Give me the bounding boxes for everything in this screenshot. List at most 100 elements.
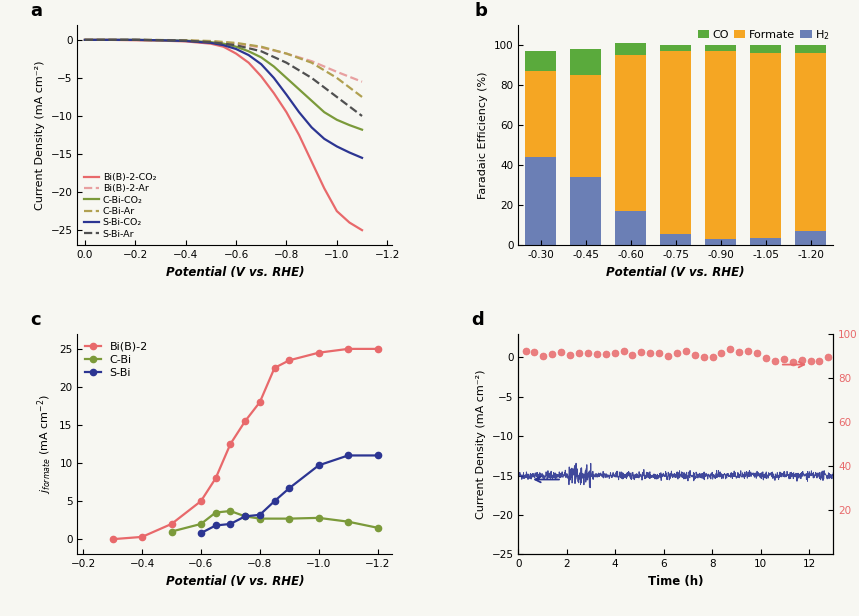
Legend: Bi(B)-2, C-Bi, S-Bi: Bi(B)-2, C-Bi, S-Bi xyxy=(82,339,150,380)
S-Bi xyxy=(225,521,235,528)
C-Bi-CO₂ xyxy=(218,40,228,47)
Bi(B)-2-CO₂ xyxy=(332,208,342,215)
Line: C-Bi: C-Bi xyxy=(168,508,381,535)
Y-axis label: Current Density (mA cm⁻²): Current Density (mA cm⁻²) xyxy=(35,60,45,210)
Line: C-Bi-CO₂: C-Bi-CO₂ xyxy=(85,40,362,130)
S-Bi-Ar xyxy=(256,47,266,55)
Bi(B)-2-CO₂ xyxy=(319,185,329,192)
Line: S-Bi-Ar: S-Bi-Ar xyxy=(85,40,362,116)
S-Bi-Ar xyxy=(205,38,216,46)
X-axis label: Potential (V vs. RHE): Potential (V vs. RHE) xyxy=(166,265,304,279)
Line: Bi(B)-2-CO₂: Bi(B)-2-CO₂ xyxy=(85,40,362,230)
Bi(B)-2-CO₂ xyxy=(243,59,253,67)
Bar xyxy=(705,45,736,51)
S-Bi-CO₂ xyxy=(281,91,291,99)
C-Bi xyxy=(167,528,177,535)
Bi(B)-2 xyxy=(314,349,324,357)
Bi(B)-2-Ar xyxy=(231,40,241,47)
C-Bi-CO₂ xyxy=(155,36,166,44)
C-Bi-CO₂ xyxy=(105,36,115,44)
Bar xyxy=(795,53,826,232)
Bi(B)-2 xyxy=(270,364,280,371)
S-Bi xyxy=(254,511,265,519)
C-Bi-CO₂ xyxy=(332,116,342,123)
Bi(B)-2 xyxy=(167,521,177,528)
S-Bi-CO₂ xyxy=(80,36,90,44)
Bi(B)-2-Ar xyxy=(307,57,317,65)
Line: Bi(B)-2-Ar: Bi(B)-2-Ar xyxy=(85,40,362,82)
C-Bi xyxy=(225,508,235,515)
S-Bi xyxy=(210,522,221,529)
C-Bi xyxy=(284,515,295,522)
Bi(B)-2-Ar xyxy=(256,44,266,51)
Bi(B)-2-Ar xyxy=(281,50,291,57)
Bi(B)-2-Ar xyxy=(105,36,115,44)
C-Bi-CO₂ xyxy=(130,36,140,44)
Bar xyxy=(751,238,781,245)
Legend: Bi(B)-2-CO₂, Bi(B)-2-Ar, C-Bi-CO₂, C-Bi-Ar, S-Bi-CO₂, S-Bi-Ar: Bi(B)-2-CO₂, Bi(B)-2-Ar, C-Bi-CO₂, C-Bi-… xyxy=(82,171,158,241)
Text: a: a xyxy=(30,2,42,20)
C-Bi xyxy=(210,509,221,516)
Bi(B)-2-CO₂ xyxy=(231,50,241,57)
Bi(B)-2-CO₂ xyxy=(105,36,115,44)
Bar xyxy=(526,157,556,245)
C-Bi xyxy=(254,515,265,522)
Bar xyxy=(705,240,736,245)
S-Bi xyxy=(314,461,324,469)
S-Bi-Ar xyxy=(130,36,140,44)
Bi(B)-2-Ar xyxy=(180,37,191,44)
S-Bi-CO₂ xyxy=(218,41,228,49)
S-Bi-CO₂ xyxy=(256,60,266,68)
C-Bi-Ar xyxy=(155,36,166,44)
Line: C-Bi-Ar: C-Bi-Ar xyxy=(85,40,362,97)
Bi(B)-2 xyxy=(373,345,383,352)
S-Bi-Ar xyxy=(332,93,342,100)
C-Bi-CO₂ xyxy=(205,38,216,46)
C-Bi-Ar xyxy=(180,36,191,44)
S-Bi xyxy=(196,529,206,537)
S-Bi xyxy=(343,452,353,459)
Bi(B)-2-CO₂ xyxy=(130,36,140,44)
Bar xyxy=(661,234,691,245)
C-Bi xyxy=(196,521,206,528)
Line: S-Bi: S-Bi xyxy=(198,452,381,536)
Bi(B)-2-CO₂ xyxy=(344,219,355,226)
C-Bi-CO₂ xyxy=(269,63,279,70)
Bi(B)-2-Ar xyxy=(80,36,90,44)
C-Bi xyxy=(343,518,353,525)
Bar xyxy=(570,49,601,75)
S-Bi xyxy=(373,452,383,459)
C-Bi xyxy=(373,524,383,532)
Bi(B)-2 xyxy=(225,440,235,448)
C-Bi-CO₂ xyxy=(319,108,329,116)
C-Bi-Ar xyxy=(80,36,90,44)
Line: S-Bi-CO₂: S-Bi-CO₂ xyxy=(85,40,362,158)
Bar xyxy=(570,177,601,245)
S-Bi-CO₂ xyxy=(269,74,279,81)
Bar xyxy=(526,51,556,71)
S-Bi-CO₂ xyxy=(231,46,241,53)
Bar xyxy=(661,45,691,51)
C-Bi-Ar xyxy=(356,93,367,100)
S-Bi-Ar xyxy=(231,41,241,49)
C-Bi-Ar xyxy=(281,50,291,57)
Bi(B)-2-Ar xyxy=(155,36,166,44)
Bi(B)-2-CO₂ xyxy=(256,73,266,80)
S-Bi-CO₂ xyxy=(356,154,367,161)
S-Bi-Ar xyxy=(307,74,317,81)
C-Bi-CO₂ xyxy=(243,47,253,55)
S-Bi-CO₂ xyxy=(205,39,216,47)
X-axis label: Time (h): Time (h) xyxy=(648,575,704,588)
Bi(B)-2-CO₂ xyxy=(281,108,291,116)
X-axis label: Potential (V vs. RHE): Potential (V vs. RHE) xyxy=(606,265,745,279)
Bi(B)-2-CO₂ xyxy=(356,227,367,234)
Bi(B)-2-Ar xyxy=(130,36,140,44)
S-Bi-Ar xyxy=(105,36,115,44)
C-Bi-Ar xyxy=(105,36,115,44)
C-Bi-CO₂ xyxy=(180,37,191,44)
Bi(B)-2-Ar xyxy=(356,78,367,86)
Bi(B)-2-CO₂ xyxy=(307,158,317,165)
Bi(B)-2 xyxy=(284,357,295,364)
C-Bi-CO₂ xyxy=(256,54,266,61)
Bi(B)-2-CO₂ xyxy=(92,36,102,44)
